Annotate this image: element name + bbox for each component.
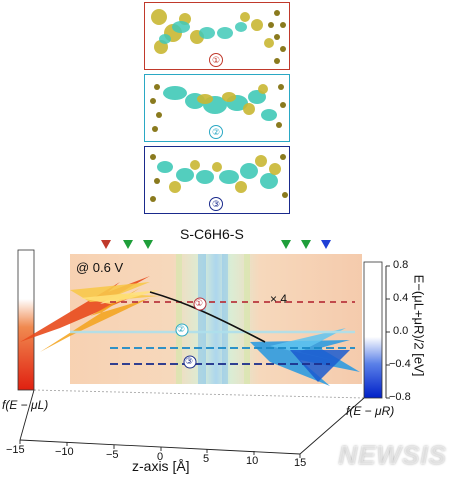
left-fermi-label: f(E − μL) [2, 398, 49, 412]
axes-box [19, 389, 365, 455]
energy-axis [385, 265, 390, 399]
left-transmission-peaks [20, 276, 160, 352]
y-axis-label: E−(μL+μR)/2 [eV] [411, 274, 427, 377]
curve-label-1: ① [195, 298, 204, 308]
orbital-isosurface-3 [150, 154, 288, 202]
transmission-plot: ① ② ③ S-C6H6-S @ 0.6 V × 4 0.8 0.4 0.0 −… [0, 226, 451, 477]
y-tick: −0.8 [389, 391, 411, 403]
right-fermi-label: f(E − μR) [346, 404, 395, 418]
site-marker-triangle [101, 240, 111, 249]
plane-stripe [198, 254, 206, 384]
z-tick: 0 [157, 451, 164, 463]
z-tick: 5 [203, 453, 210, 465]
scale-note: × 4 [270, 292, 288, 306]
curve-label-3: ③ [185, 356, 194, 366]
site-markers [101, 240, 331, 249]
z-tick: −5 [106, 449, 119, 461]
z-tick: −10 [55, 446, 74, 458]
plot-canvas [17, 240, 390, 458]
site-marker-triangle [321, 240, 331, 249]
y-tick: 0.8 [393, 259, 409, 271]
right-fermi-bar [363, 261, 383, 399]
panel-number-1: ① [209, 53, 223, 67]
orbital-isosurface-2 [150, 84, 286, 132]
plane-stripe [222, 254, 228, 384]
decay-curve [149, 291, 266, 343]
z-tick: 15 [294, 457, 307, 469]
y-tick: 0.4 [393, 292, 409, 304]
y-tick: 0.0 [393, 325, 409, 337]
orbital-panel-3: ③ [144, 146, 290, 214]
orbital-panel-2: ② [144, 74, 290, 142]
right-transmission-peaks [250, 328, 360, 386]
panel-number-2: ② [209, 125, 223, 139]
energy-levels [70, 301, 355, 365]
curve-index-labels [175, 297, 207, 369]
plane-stripe [244, 254, 250, 384]
z-tick: 10 [246, 455, 259, 467]
newsis-watermark: NEWSIS [338, 440, 447, 470]
curve-label-2: ② [177, 324, 186, 334]
orbital-panel-1: ① [144, 2, 290, 70]
site-marker-triangle [143, 240, 153, 249]
orbital-isosurface-1 [151, 9, 286, 64]
site-marker-triangle [301, 240, 311, 249]
molecule-title: S-C6H6-S [180, 226, 244, 242]
y-tick: −0.4 [389, 358, 411, 370]
panel-number-3: ③ [209, 197, 223, 211]
z-tick: −15 [6, 444, 25, 456]
site-marker-triangle [123, 240, 133, 249]
z-axis-ticks [19, 440, 301, 458]
left-fermi-bar [17, 249, 35, 391]
plane-stripe [176, 254, 182, 384]
z-axis-label: z-axis [Å] [132, 458, 190, 474]
site-marker-triangle [281, 240, 291, 249]
voltage-label: @ 0.6 V [76, 260, 124, 275]
